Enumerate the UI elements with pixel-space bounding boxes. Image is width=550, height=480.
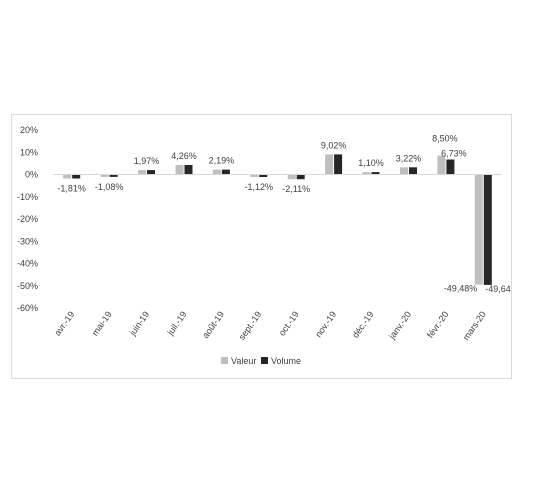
bar-valeur-3 [175, 165, 184, 175]
bar-valeur-11 [474, 174, 483, 285]
data-label: -1,12% [245, 182, 274, 192]
bar-valeur-9 [400, 167, 408, 175]
data-label: 3,22% [396, 153, 422, 163]
data-label: -49,48% [444, 284, 478, 294]
data-label: -1,08% [95, 182, 124, 192]
legend-swatch-volume [261, 357, 268, 364]
y-tick-label: 20% [20, 125, 38, 135]
data-label: 6,73% [441, 149, 467, 159]
x-tick-label: juil.-19 [165, 309, 189, 337]
y-tick-label: 0% [25, 170, 38, 180]
chart-frame: 20% 10% 0% -10% -20% -30% -40% -50% -60% avr.-19 m… [11, 114, 512, 379]
bar-volume-11 [483, 174, 492, 285]
data-label: -1,81% [57, 184, 86, 194]
bar-volume-10 [446, 159, 455, 175]
bar-valeur-5 [250, 174, 259, 177]
bar-valeur-6 [287, 174, 296, 180]
bar-volume-8 [371, 172, 380, 175]
x-tick-label: janv.-20 [386, 309, 413, 341]
x-tick-label: oct.-19 [277, 309, 301, 337]
x-tick-label: sept.-19 [237, 309, 264, 341]
bar-valeur-8 [362, 172, 371, 175]
bar-volume-7 [334, 154, 343, 175]
bar-volume-5 [259, 174, 268, 177]
bar-valeur-1 [100, 174, 109, 177]
bar-volume-1 [109, 174, 118, 177]
x-tick-label: août-19 [200, 309, 226, 340]
y-tick-label: -50% [17, 281, 38, 291]
bar-valeur-7 [325, 154, 334, 175]
bar-volume-6 [296, 174, 305, 180]
y-tick-label: -30% [17, 236, 38, 246]
x-tick-label: févr.-20 [425, 309, 450, 339]
x-tick-label: nov.-19 [313, 309, 338, 339]
bar-volume-9 [409, 167, 417, 175]
y-tick-label: -40% [17, 259, 38, 269]
x-tick-label: mars-20 [461, 309, 488, 342]
bar-volume-3 [184, 165, 193, 175]
data-label: 1,97% [134, 156, 160, 166]
bar-chart: 20% 10% 0% -10% -20% -30% -40% -50% -60% avr.-19 m… [17, 125, 511, 366]
y-tick-label: -10% [17, 192, 38, 202]
data-label: -49,64% [485, 284, 511, 294]
bar-valeur-10 [437, 155, 446, 175]
x-tick-label: avr.-19 [52, 309, 76, 337]
legend-swatch-valeur [221, 357, 228, 364]
bar-volume-0 [72, 174, 81, 179]
y-tick-label: -20% [17, 214, 38, 224]
x-tick-label: juin-19 [127, 309, 151, 338]
bar-valeur-4 [212, 169, 221, 175]
bar-volume-4 [221, 169, 230, 175]
x-tick-label: déc.-19 [350, 309, 375, 339]
data-label: -2,11% [282, 184, 310, 194]
x-tick-label: mai-19 [90, 309, 114, 337]
data-label: 4,26% [171, 151, 197, 161]
bar-valeur-2 [138, 170, 146, 175]
y-tick-label: 10% [20, 147, 38, 157]
data-label: 2,19% [209, 156, 235, 166]
data-label: 9,02% [321, 140, 347, 150]
bar-volume-2 [147, 170, 155, 175]
legend-label-valeur: Valeur [231, 356, 256, 366]
bar-valeur-0 [63, 174, 72, 179]
data-label: 1,10% [358, 158, 384, 168]
y-tick-label: -60% [17, 303, 38, 313]
data-label: 8,50% [432, 134, 458, 144]
legend-label-volume: Volume [271, 356, 301, 366]
